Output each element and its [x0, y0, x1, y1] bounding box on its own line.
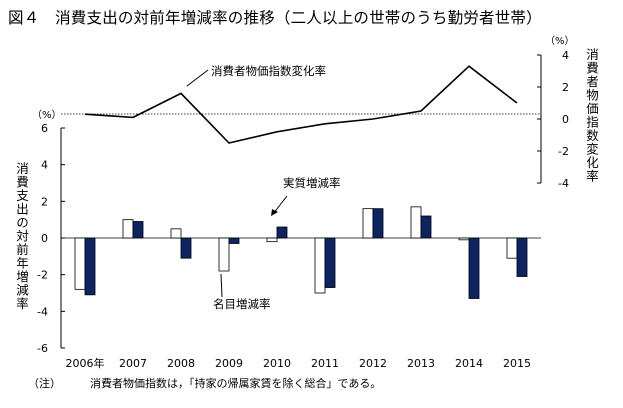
- bar-real: [276, 226, 288, 239]
- nominal-callout-label: 名目増減率: [213, 297, 271, 311]
- bar-nominal: [74, 237, 86, 290]
- bar-real: [468, 237, 480, 299]
- right-tick-label: 4: [562, 49, 569, 62]
- x-tick-label: 2006年: [66, 356, 105, 370]
- bar-nominal: [218, 237, 230, 272]
- x-tick-label: 2010: [263, 357, 291, 370]
- bar-real: [132, 221, 144, 239]
- right-tick-label: 0: [562, 113, 569, 126]
- bar-nominal: [458, 237, 470, 241]
- footnote: （注） 消費者物価指数は，「持家の帰属家賃を除く総合」である。: [28, 375, 381, 391]
- x-tick-label: 2015: [503, 357, 531, 370]
- left-tick-label: 4: [41, 159, 48, 172]
- x-tick-label: 2014: [455, 357, 483, 370]
- bar-real: [324, 237, 336, 288]
- bar-real: [228, 237, 240, 244]
- right-tick-label: -2: [558, 145, 569, 158]
- left-tick-label: -2: [37, 269, 48, 282]
- bar-real: [420, 215, 432, 239]
- x-tick-label: 2013: [407, 357, 435, 370]
- real-callout-arrowhead: [271, 209, 278, 216]
- right-axis-label: 消費者物価指数変化率: [584, 48, 599, 183]
- x-tick-label: 2007: [119, 357, 147, 370]
- x-tick-label: 2011: [311, 357, 339, 370]
- cpi-callout-label: 消費者物価指数変化率: [211, 64, 326, 78]
- bar-real: [180, 237, 192, 259]
- bar-nominal: [314, 237, 326, 294]
- left-tick-label: 0: [41, 232, 48, 245]
- left-tick-label: -6: [37, 342, 48, 355]
- right-tick-label: 2: [562, 81, 569, 94]
- bar-nominal: [362, 208, 374, 239]
- bar-nominal: [266, 237, 278, 243]
- bar-nominal: [506, 237, 518, 259]
- x-tick-label: 2008: [167, 357, 195, 370]
- left-axis-label: 消費支出の対前年増減率: [14, 162, 29, 311]
- real-callout-label: 実質増減率: [283, 176, 341, 190]
- bar-real: [372, 208, 384, 239]
- right-unit-label: （%）: [545, 35, 575, 47]
- bar-nominal: [170, 228, 182, 239]
- x-tick-label: 2012: [359, 357, 387, 370]
- left-tick-label: -4: [37, 305, 48, 318]
- left-tick-label: 6: [41, 122, 48, 135]
- bar-real: [516, 237, 528, 277]
- bar-real: [84, 237, 96, 296]
- left-unit-label: （%）: [32, 109, 62, 121]
- bar-nominal: [122, 219, 134, 239]
- chart-title: 図４ 消費支出の対前年増減率の推移（二人以上の世帯のうち勤労者世帯）: [8, 9, 542, 27]
- left-tick-label: 2: [41, 195, 48, 208]
- x-tick-label: 2009: [215, 357, 243, 370]
- footnote-label: （注）: [28, 377, 61, 390]
- bar-nominal: [410, 206, 422, 239]
- footnote-text: 消費者物価指数は，「持家の帰属家賃を除く総合」である。: [90, 377, 382, 390]
- nominal-callout-leader: [220, 273, 223, 298]
- cpi-line: [84, 65, 518, 144]
- cpi-callout-leader: [186, 69, 209, 87]
- right-tick-label: -4: [558, 177, 569, 190]
